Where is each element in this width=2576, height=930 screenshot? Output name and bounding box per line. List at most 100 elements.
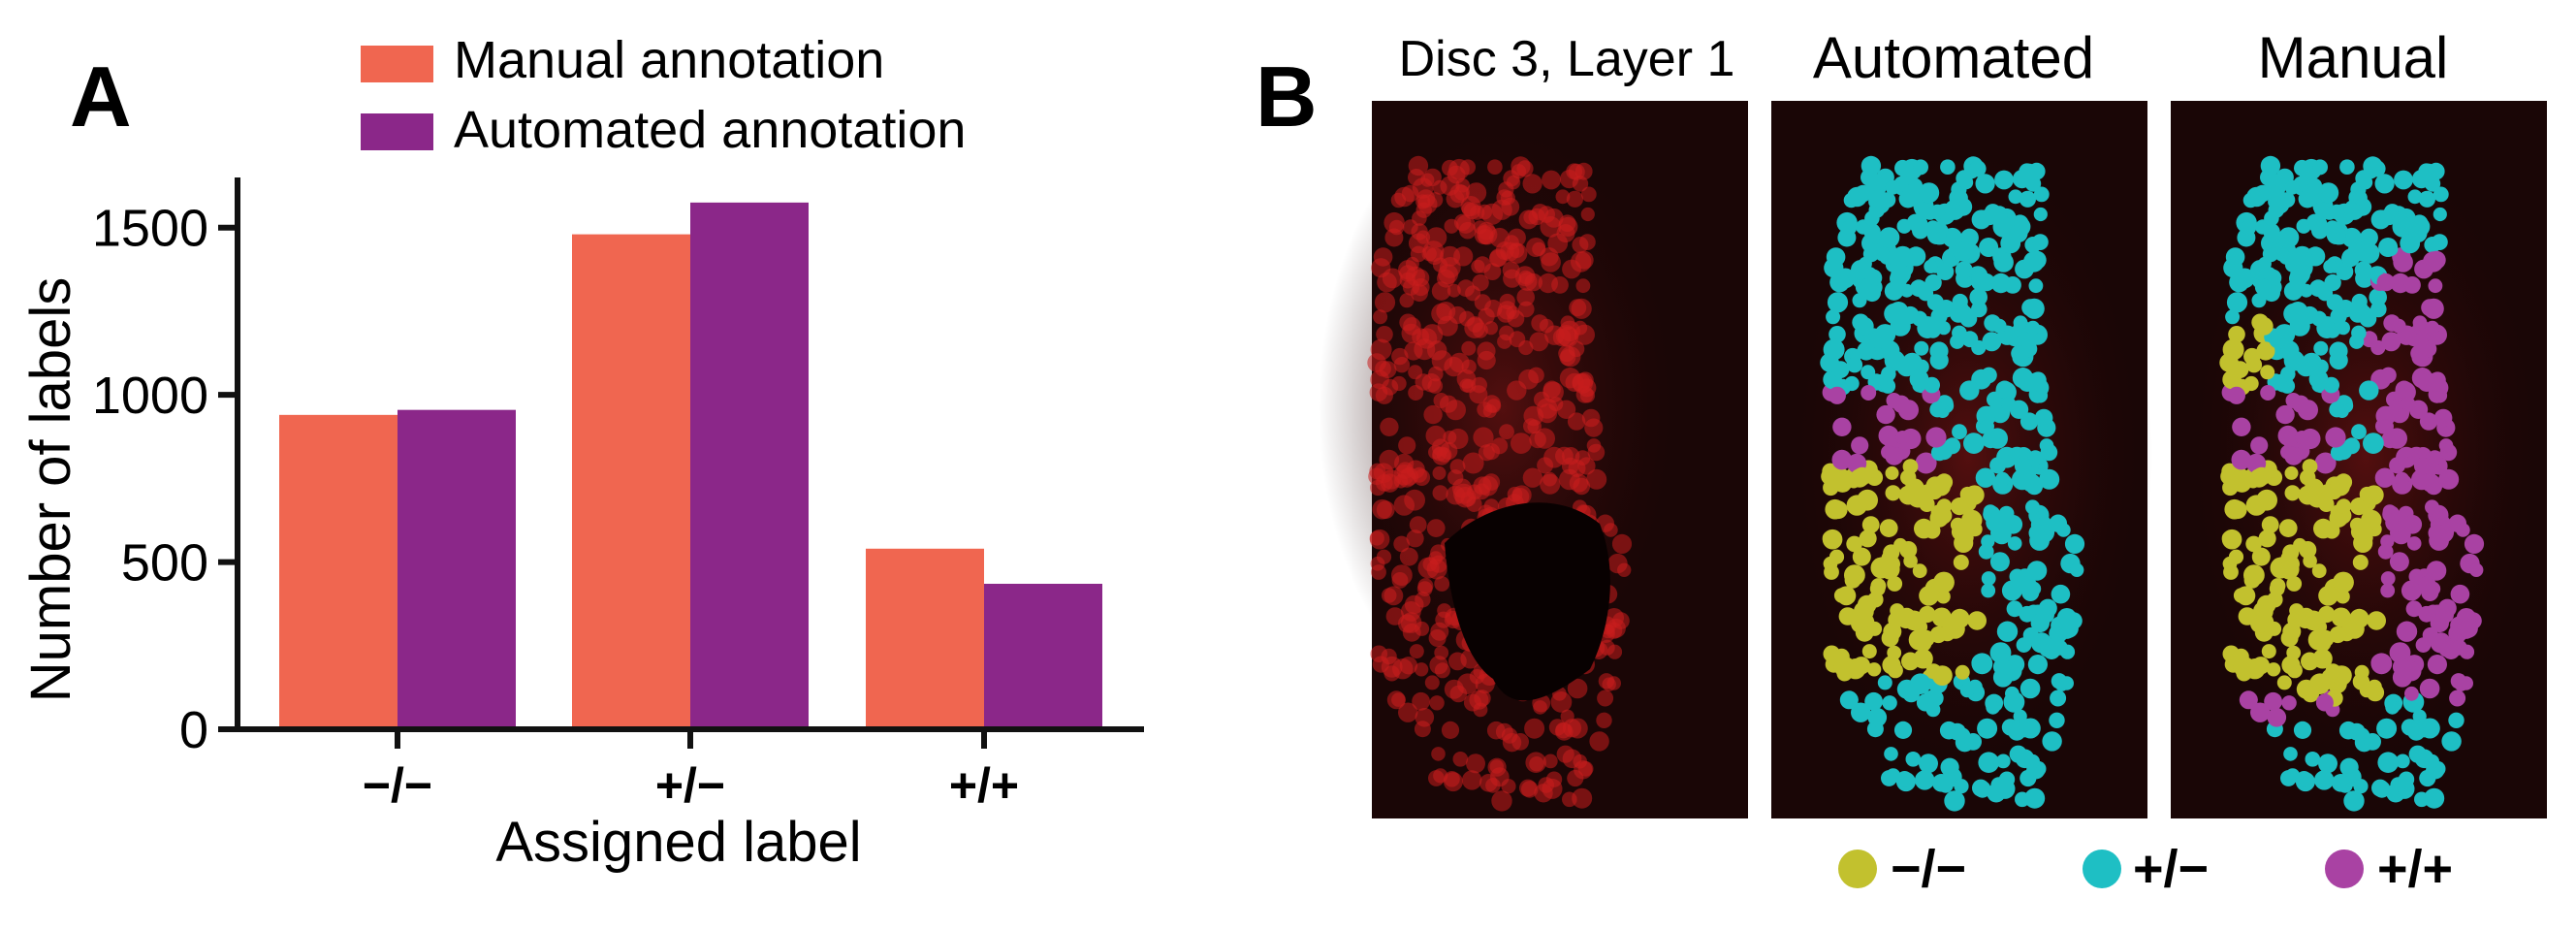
nucleus xyxy=(1861,644,1877,659)
nucleus xyxy=(2243,572,2261,589)
nucleus xyxy=(1936,589,1951,604)
nucleus xyxy=(1487,159,1503,175)
nucleus xyxy=(2059,644,2076,659)
nucleus xyxy=(1925,427,1947,448)
nucleus xyxy=(2223,564,2239,580)
nucleus xyxy=(1995,754,2011,769)
nucleus xyxy=(1839,690,1859,710)
nucleus xyxy=(1580,207,1595,222)
nucleus xyxy=(1434,576,1450,592)
nucleus xyxy=(1953,241,1973,262)
nucleus xyxy=(2231,449,2252,470)
nucleus xyxy=(2336,589,2350,604)
nucleus xyxy=(2413,457,2432,475)
nucleus xyxy=(1519,779,1537,797)
nucleus xyxy=(1400,466,1419,486)
nucleus xyxy=(1876,404,1895,425)
nucleus xyxy=(2432,234,2448,250)
nucleus xyxy=(2325,427,2346,448)
nucleus xyxy=(2343,790,2365,812)
nucleus xyxy=(1611,533,1633,555)
nucleus xyxy=(2313,518,2334,539)
nucleus xyxy=(1439,395,1458,413)
nucleus xyxy=(1380,417,1399,436)
nucleus xyxy=(1924,273,1942,292)
x-axis-label: Assigned label xyxy=(495,811,861,874)
nucleus xyxy=(1571,298,1592,319)
nucleus xyxy=(1539,318,1554,334)
nucleus xyxy=(1831,361,1850,378)
nucleus xyxy=(1575,278,1591,294)
nucleus xyxy=(1892,395,1911,413)
nucleus xyxy=(1571,251,1592,273)
nucleus xyxy=(1524,273,1543,292)
nucleus xyxy=(2449,689,2466,707)
nucleus xyxy=(1852,657,1871,675)
nucleus xyxy=(1931,607,1952,627)
nucleus xyxy=(1411,223,1428,241)
nucleus xyxy=(1477,350,1496,370)
nucleus xyxy=(1969,288,1988,306)
nucleus xyxy=(2015,749,2035,769)
nucleus xyxy=(2351,424,2367,440)
nucleus xyxy=(1370,479,1386,497)
nucleus xyxy=(2293,721,2312,740)
nucleus xyxy=(1833,469,1855,490)
nucleus xyxy=(1566,190,1583,208)
nucleus xyxy=(2006,600,2023,618)
nucleus xyxy=(2401,397,2416,412)
legend-dot-pos-pos xyxy=(2325,850,2364,888)
nucleus xyxy=(1854,601,1874,622)
nucleus xyxy=(2407,189,2423,205)
legend-swatch-automated xyxy=(361,113,433,150)
nucleus xyxy=(1508,228,1526,247)
nucleus xyxy=(1472,322,1488,338)
nucleus xyxy=(1391,572,1409,589)
nucleus xyxy=(2330,307,2347,325)
nucleus xyxy=(2278,519,2298,537)
nucleus xyxy=(1915,452,1937,474)
nucleus xyxy=(2013,315,2028,331)
nucleus xyxy=(1424,675,1440,690)
nucleus xyxy=(1441,721,1460,740)
nucleus xyxy=(1533,700,1547,715)
nucleus xyxy=(1854,184,1872,203)
nucleus xyxy=(2324,322,2340,338)
nucleus xyxy=(1885,179,1900,195)
nucleus xyxy=(1500,241,1520,262)
nucleus xyxy=(2019,412,2039,431)
nucleus xyxy=(1606,644,1623,659)
nucleus xyxy=(1877,675,1892,690)
nucleus xyxy=(1994,170,2014,190)
bar-automated-2 xyxy=(984,583,1102,729)
nucleus xyxy=(1912,563,1927,579)
nucleus xyxy=(1846,495,1868,516)
nucleus xyxy=(1989,642,2012,663)
nucleus xyxy=(2239,690,2258,710)
nucleus xyxy=(1473,220,1487,235)
nucleus xyxy=(1932,774,1951,792)
nucleus xyxy=(2266,662,2281,677)
microscopy-automated-image xyxy=(1771,101,2152,818)
nucleus xyxy=(2007,536,2022,551)
nucleus xyxy=(1897,607,1916,626)
nucleus xyxy=(2277,227,2300,248)
nucleus xyxy=(1495,722,1513,741)
nucleus xyxy=(2070,562,2084,577)
nucleus xyxy=(2019,718,2041,739)
nucleus xyxy=(1567,769,1584,787)
nucleus xyxy=(1511,433,1532,454)
nucleus xyxy=(2318,754,2337,774)
nucleus xyxy=(1863,223,1881,241)
nucleus xyxy=(1572,373,1591,392)
nucleus xyxy=(1567,678,1588,699)
nucleus xyxy=(1896,771,1913,787)
nucleus xyxy=(1409,644,1424,659)
nucleus xyxy=(2252,466,2272,486)
nucleus xyxy=(1855,278,1873,296)
nucleus xyxy=(2419,769,2436,787)
nucleus xyxy=(2037,605,2055,624)
nucleus xyxy=(1951,523,1969,541)
nucleus xyxy=(2359,683,2374,698)
nucleus xyxy=(2034,408,2053,428)
